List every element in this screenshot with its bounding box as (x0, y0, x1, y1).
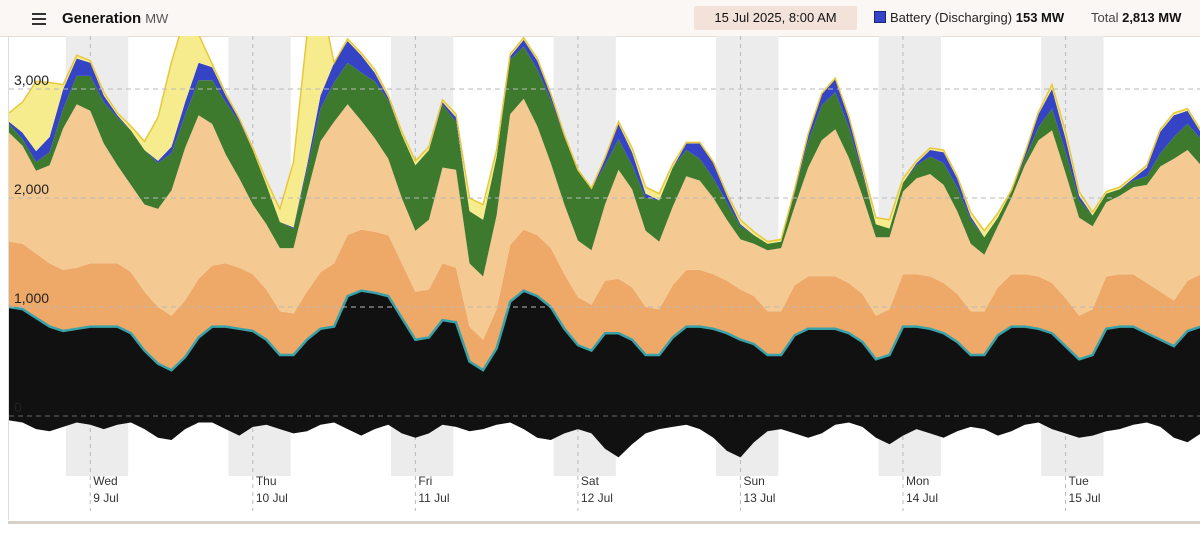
series-export (9, 416, 1200, 458)
x-tick-day: Mon (906, 474, 929, 488)
y-tick-label: 1,000 (14, 290, 49, 306)
y-tick-label: 3,000 (14, 72, 49, 88)
x-tick-day: Sun (743, 474, 764, 488)
x-tick-day: Wed (93, 474, 117, 488)
datetime-badge[interactable]: 15 Jul 2025, 8:00 AM (694, 6, 857, 30)
series-wind (9, 46, 1200, 277)
series-solar (9, 36, 1200, 244)
legend-label: Battery (Discharging) (890, 10, 1013, 25)
hover-legend: Battery (Discharging) 153 MW (890, 10, 1064, 25)
top-bar: Generation MW 15 Jul 2025, 8:00 AM Batter… (0, 0, 1200, 37)
y-tick-label: 0 (14, 399, 22, 415)
menu-icon[interactable] (30, 10, 48, 26)
x-tick-date: 10 Jul (256, 491, 288, 505)
total-value: 2,813 MW (1122, 10, 1182, 25)
series-gas_light (9, 98, 1200, 340)
series-gas (9, 229, 1200, 371)
chart-title: Generation MW (62, 10, 168, 27)
x-tick-date: 12 Jul (581, 491, 613, 505)
total-readout: Total 2,813 MW (1091, 10, 1181, 25)
x-tick-date: 11 Jul (418, 491, 449, 505)
battery-swatch-icon (874, 11, 886, 23)
chart-area[interactable]: 0 1,000 2,000 3,000 Wed 9 Jul Thu 10 Jul Fri 11 J… (8, 36, 1200, 520)
series-hydro-line (9, 289, 1200, 372)
x-tick-day: Sat (581, 474, 600, 488)
series-solar-edge (9, 36, 1200, 243)
x-tick-date: 9 Jul (93, 491, 118, 505)
title-text: Generation (62, 10, 142, 27)
generation-chart[interactable]: 0 1,000 2,000 3,000 Wed 9 Jul Thu 10 Jul Fri 11 J… (9, 36, 1200, 520)
total-label: Total (1091, 10, 1119, 25)
chart-bottom-border (8, 521, 1200, 524)
unit-label: MW (145, 11, 169, 26)
x-tick-day: Tue (1069, 474, 1090, 488)
x-tick-date: 13 Jul (743, 491, 775, 505)
series-coal (9, 290, 1200, 416)
x-tick-date: 15 Jul (1069, 491, 1101, 505)
y-tick-label: 2,000 (14, 181, 49, 197)
x-tick-day: Fri (418, 474, 432, 488)
x-tick-day: Thu (256, 474, 277, 488)
legend-value: 153 MW (1015, 10, 1065, 25)
x-tick-date: 14 Jul (906, 491, 938, 505)
